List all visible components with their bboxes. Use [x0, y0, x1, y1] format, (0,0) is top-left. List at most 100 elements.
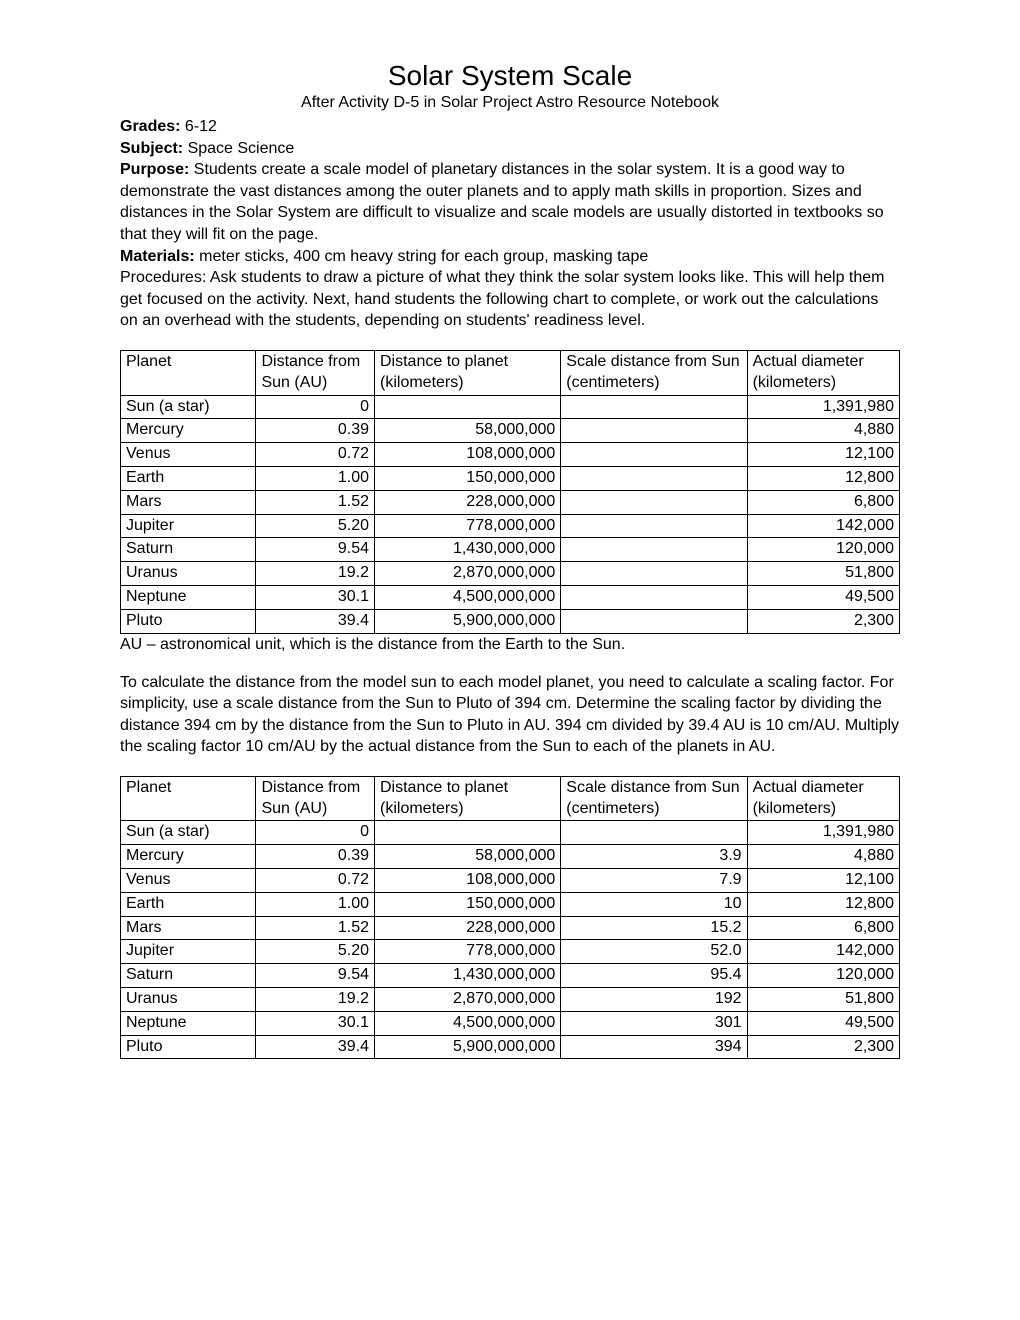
materials-value: meter sticks, 400 cm heavy string for ea… [195, 248, 649, 265]
cell-km: 2,870,000,000 [375, 988, 561, 1012]
cell-scale [561, 821, 747, 845]
cell-au: 9.54 [256, 538, 375, 562]
cell-diameter: 51,800 [747, 988, 899, 1012]
procedures-line: Procedures: Ask students to draw a pictu… [120, 267, 900, 332]
cell-diameter: 12,800 [747, 892, 899, 916]
cell-au: 5.20 [256, 940, 375, 964]
cell-planet: Mercury [121, 419, 256, 443]
cell-diameter: 6,800 [747, 490, 899, 514]
header-diam: Actual diameter (kilometers) [747, 776, 899, 821]
cell-au: 39.4 [256, 1035, 375, 1059]
cell-planet: Mars [121, 916, 256, 940]
table-row: Mercury0.3958,000,0004,880 [121, 419, 900, 443]
table-row: Neptune30.14,500,000,00049,500 [121, 585, 900, 609]
cell-km: 4,500,000,000 [375, 585, 561, 609]
cell-au: 1.00 [256, 892, 375, 916]
cell-scale: 7.9 [561, 869, 747, 893]
cell-km: 58,000,000 [375, 419, 561, 443]
cell-km: 5,900,000,000 [375, 609, 561, 633]
table-row: Venus0.72108,000,0007.912,100 [121, 869, 900, 893]
cell-km: 778,000,000 [375, 940, 561, 964]
cell-km: 228,000,000 [375, 490, 561, 514]
cell-km: 150,000,000 [375, 892, 561, 916]
cell-diameter: 12,100 [747, 443, 899, 467]
table-row: Mars1.52228,000,00015.26,800 [121, 916, 900, 940]
header-scale: Scale distance from Sun (centimeters) [561, 350, 747, 395]
cell-au: 0.39 [256, 845, 375, 869]
materials-label: Materials: [120, 248, 195, 265]
cell-scale: 15.2 [561, 916, 747, 940]
table-row: Uranus19.22,870,000,00051,800 [121, 562, 900, 586]
cell-diameter: 1,391,980 [747, 395, 899, 419]
table-row: Uranus19.22,870,000,00019251,800 [121, 988, 900, 1012]
header-km: Distance to planet (kilometers) [375, 350, 561, 395]
table-header-row: Planet Distance from Sun (AU) Distance t… [121, 350, 900, 395]
cell-scale: 192 [561, 988, 747, 1012]
cell-planet: Saturn [121, 964, 256, 988]
cell-scale [561, 562, 747, 586]
cell-planet: Saturn [121, 538, 256, 562]
cell-au: 0.72 [256, 869, 375, 893]
cell-km: 4,500,000,000 [375, 1011, 561, 1035]
cell-au: 5.20 [256, 514, 375, 538]
cell-km [375, 395, 561, 419]
cell-scale [561, 538, 747, 562]
cell-diameter: 6,800 [747, 916, 899, 940]
cell-planet: Venus [121, 869, 256, 893]
cell-diameter: 4,880 [747, 845, 899, 869]
cell-au: 0 [256, 821, 375, 845]
cell-diameter: 142,000 [747, 940, 899, 964]
page-title: Solar System Scale [120, 60, 900, 92]
cell-scale [561, 419, 747, 443]
table-header-row: Planet Distance from Sun (AU) Distance t… [121, 776, 900, 821]
cell-au: 39.4 [256, 609, 375, 633]
cell-scale: 95.4 [561, 964, 747, 988]
cell-planet: Earth [121, 466, 256, 490]
cell-scale [561, 443, 747, 467]
cell-km: 108,000,000 [375, 869, 561, 893]
grades-label: Grades: [120, 118, 180, 135]
cell-diameter: 49,500 [747, 1011, 899, 1035]
cell-au: 1.00 [256, 466, 375, 490]
cell-au: 1.52 [256, 916, 375, 940]
header-au: Distance from Sun (AU) [256, 776, 375, 821]
cell-au: 30.1 [256, 585, 375, 609]
table-row: Venus0.72108,000,00012,100 [121, 443, 900, 467]
cell-diameter: 51,800 [747, 562, 899, 586]
materials-line: Materials: meter sticks, 400 cm heavy st… [120, 246, 900, 268]
cell-km: 5,900,000,000 [375, 1035, 561, 1059]
cell-diameter: 1,391,980 [747, 821, 899, 845]
cell-scale [561, 395, 747, 419]
table-row: Saturn9.541,430,000,000120,000 [121, 538, 900, 562]
cell-diameter: 2,300 [747, 1035, 899, 1059]
cell-planet: Neptune [121, 1011, 256, 1035]
table-row: Pluto39.45,900,000,0002,300 [121, 609, 900, 633]
cell-planet: Mars [121, 490, 256, 514]
calculation-paragraph: To calculate the distance from the model… [120, 672, 900, 758]
table-row: Sun (a star)01,391,980 [121, 821, 900, 845]
cell-scale [561, 609, 747, 633]
cell-au: 9.54 [256, 964, 375, 988]
cell-au: 0 [256, 395, 375, 419]
table-row: Earth1.00150,000,000 12,800 [121, 466, 900, 490]
cell-km: 1,430,000,000 [375, 964, 561, 988]
subject-value: Space Science [183, 140, 294, 157]
cell-au: 19.2 [256, 988, 375, 1012]
header-au: Distance from Sun (AU) [256, 350, 375, 395]
cell-planet: Venus [121, 443, 256, 467]
cell-km: 1,430,000,000 [375, 538, 561, 562]
cell-km: 58,000,000 [375, 845, 561, 869]
cell-km [375, 821, 561, 845]
cell-au: 0.39 [256, 419, 375, 443]
table-row: Earth1.00150,000,0001012,800 [121, 892, 900, 916]
cell-km: 150,000,000 [375, 466, 561, 490]
cell-au: 30.1 [256, 1011, 375, 1035]
cell-scale [561, 514, 747, 538]
table-row: Mars1.52228,000,0006,800 [121, 490, 900, 514]
header-planet: Planet [121, 350, 256, 395]
cell-au: 0.72 [256, 443, 375, 467]
cell-scale [561, 466, 747, 490]
table-row: Sun (a star)01,391,980 [121, 395, 900, 419]
cell-diameter: 12,800 [747, 466, 899, 490]
header-planet: Planet [121, 776, 256, 821]
